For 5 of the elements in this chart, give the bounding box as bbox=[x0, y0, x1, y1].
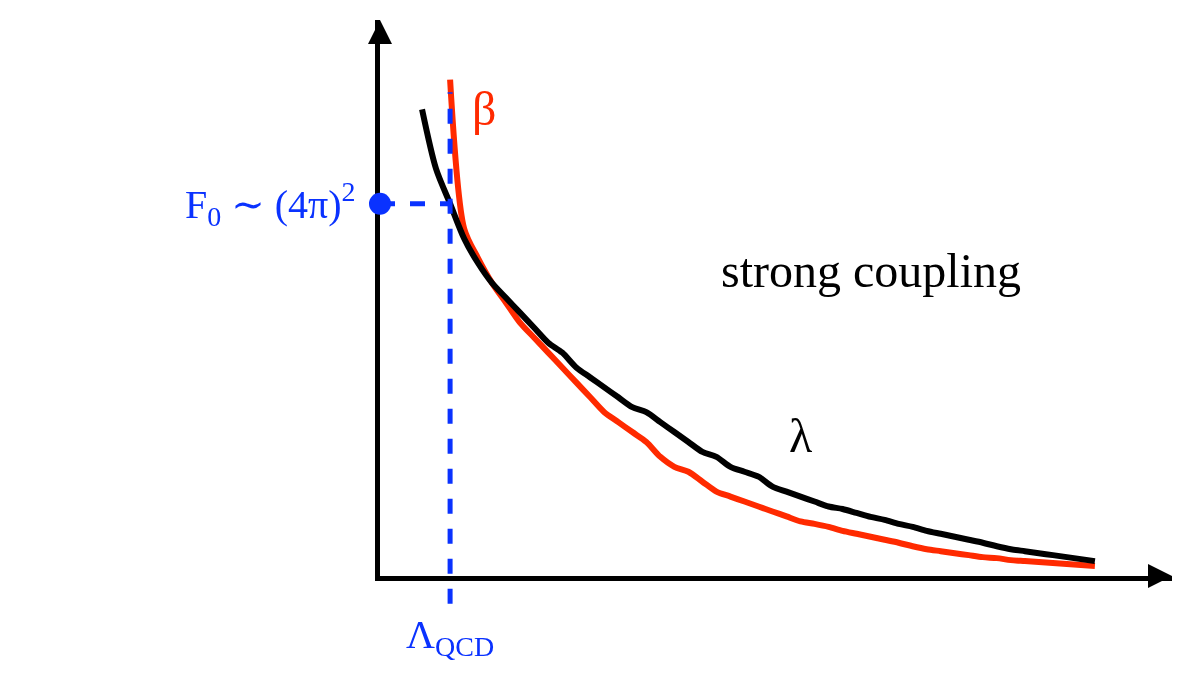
series-label: β bbox=[472, 82, 497, 135]
ref-line-label: F$_{0}$ ∼ (4π)$^{2}$ bbox=[185, 176, 356, 233]
annotation: strong coupling bbox=[721, 244, 1021, 297]
series-label: λ bbox=[789, 409, 813, 462]
text: Λ$_{QCD}$ bbox=[406, 612, 495, 663]
